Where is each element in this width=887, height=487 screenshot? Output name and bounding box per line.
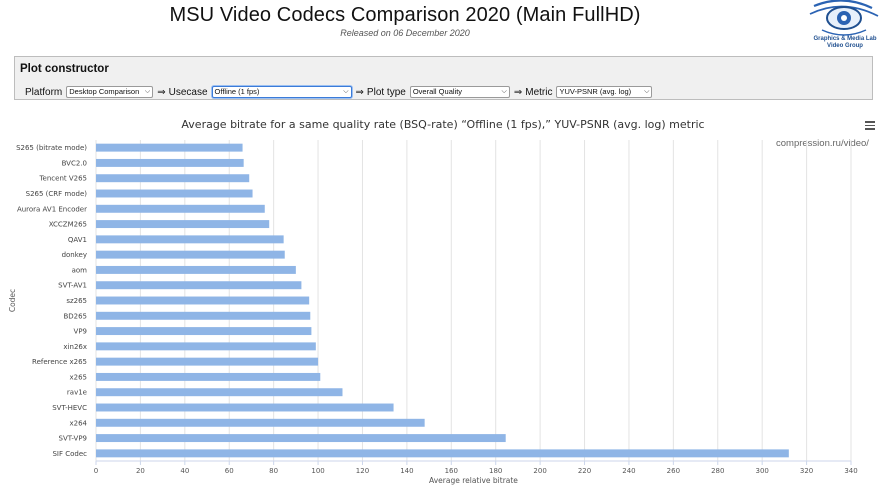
page-header: MSU Video Codecs Comparison 2020 (Main F…: [0, 0, 887, 48]
x-tick-label: 220: [578, 467, 591, 475]
plot-type-label: Plot type: [366, 86, 406, 98]
x-tick-label: 100: [311, 467, 324, 475]
x-tick-label: 300: [755, 467, 768, 475]
bar-s265-bitrate-mode-: [96, 143, 243, 152]
chevron-down-icon: ⌵: [343, 88, 349, 95]
x-tick-label: 180: [489, 467, 502, 475]
platform-select[interactable]: Desktop Comparison ⌵: [66, 86, 154, 98]
bar-rav1e: [96, 388, 343, 397]
msu-graphics-lab-logo-icon: [809, 0, 879, 36]
y-tick-label: SVT-AV1: [58, 282, 87, 290]
y-tick-label: xin26x: [63, 343, 87, 351]
bar-x265: [96, 372, 321, 381]
y-tick-label: x265: [69, 373, 87, 381]
chevron-down-icon: ⌵: [144, 88, 151, 95]
bar-sz265: [96, 296, 310, 305]
y-tick-label: Reference x265: [32, 358, 87, 366]
bar-sif-codec: [96, 449, 789, 458]
y-tick-label: SVT-HEVC: [52, 404, 87, 412]
chevron-down-icon: ⌵: [644, 88, 650, 95]
logo-caption: Graphics & Media Lab Video Group: [806, 36, 884, 50]
x-axis-label: Average relative bitrate: [429, 476, 518, 485]
x-tick-label: 340: [844, 467, 857, 475]
plot-constructor-panel: Plot constructor Platform Desktop Compar…: [14, 56, 873, 100]
bar-s265-crf-mode-: [96, 189, 253, 198]
chart-menu-icon[interactable]: [865, 121, 875, 130]
page-subtitle: Released on 06 December 2020: [340, 28, 470, 38]
bar-x264: [96, 418, 425, 427]
y-tick-label: XCCZM265: [49, 221, 87, 229]
bar-xcczm265: [96, 220, 270, 229]
y-tick-label: donkey: [62, 251, 87, 259]
y-tick-label: sz265: [66, 297, 87, 305]
y-tick-label: VP9: [74, 328, 87, 336]
usecase-select[interactable]: Offline (1 fps) ⌵: [211, 86, 352, 98]
x-tick-label: 20: [136, 467, 145, 475]
bar-bvc2-0: [96, 158, 244, 167]
y-tick-label: x264: [69, 419, 87, 427]
logo-caption-line2: Video Group: [827, 43, 863, 49]
chart-title: Average bitrate for a same quality rate …: [181, 118, 704, 131]
metric-select-value: YUV-PSNR (avg. log): [559, 87, 632, 96]
logo-caption-line1: Graphics & Media Lab: [813, 36, 877, 42]
arrow-right-icon: ⇒: [355, 86, 364, 98]
plot-constructor-title: Plot constructor: [20, 63, 109, 75]
x-tick-label: 140: [400, 467, 413, 475]
bar-svt-vp9: [96, 434, 506, 443]
x-tick-label: 320: [800, 467, 813, 475]
usecase-select-value: Offline (1 fps): [214, 87, 260, 96]
y-tick-label: QAV1: [68, 236, 87, 244]
x-tick-label: 200: [533, 467, 546, 475]
arrow-right-icon: ⇒: [157, 86, 166, 98]
y-tick-label: Aurora AV1 Encoder: [17, 205, 87, 213]
y-axis-label: Codec: [8, 289, 17, 312]
bar-aurora-av1-encoder: [96, 204, 265, 213]
x-tick-label: 240: [622, 467, 635, 475]
x-tick-label: 40: [180, 467, 189, 475]
plot-constructor-controls: Platform Desktop Comparison ⌵ ⇒ Usecase …: [25, 85, 654, 99]
y-tick-label: aom: [72, 266, 88, 274]
y-tick-label: BD265: [63, 312, 87, 320]
y-tick-label: S265 (bitrate mode): [16, 144, 87, 152]
x-tick-label: 160: [445, 467, 458, 475]
bar-donkey: [96, 250, 285, 259]
bar-tencent-v265: [96, 174, 250, 183]
page-title: MSU Video Codecs Comparison 2020 (Main F…: [169, 4, 641, 26]
y-tick-label: SVT-VP9: [59, 435, 87, 443]
x-tick-label: 80: [269, 467, 278, 475]
x-tick-label: 260: [667, 467, 680, 475]
x-tick-label: 0: [94, 467, 98, 475]
bar-qav1: [96, 235, 284, 244]
bar-aom: [96, 265, 296, 274]
x-tick-label: 280: [711, 467, 724, 475]
plot-type-select[interactable]: Overall Quality ⌵: [409, 86, 510, 98]
arrow-right-icon: ⇒: [513, 86, 523, 98]
bar-reference-x265: [96, 357, 319, 366]
chart-credit[interactable]: compression.ru/video/: [776, 138, 869, 149]
y-tick-label: BVC2.0: [62, 159, 87, 167]
metric-select[interactable]: YUV-PSNR (avg. log) ⌵: [556, 86, 653, 98]
usecase-label: Usecase: [168, 86, 208, 98]
bar-vp9: [96, 327, 312, 336]
x-tick-label: 60: [225, 467, 234, 475]
x-tick-label: 120: [356, 467, 369, 475]
metric-label: Metric: [525, 86, 553, 98]
platform-select-value: Desktop Comparison: [69, 87, 140, 96]
plot-type-select-value: Overall Quality: [412, 87, 463, 96]
chevron-down-icon: ⌵: [501, 88, 507, 95]
y-tick-label: rav1e: [67, 389, 87, 397]
platform-label: Platform: [25, 86, 63, 98]
bar-svt-hevc: [96, 403, 394, 412]
bar-xin26x: [96, 342, 316, 351]
bar-svt-av1: [96, 281, 302, 290]
y-tick-label: Tencent V265: [38, 175, 87, 183]
y-tick-label: SIF Codec: [52, 450, 87, 458]
y-tick-label: S265 (CRF mode): [26, 190, 88, 198]
bar-bd265: [96, 311, 311, 320]
